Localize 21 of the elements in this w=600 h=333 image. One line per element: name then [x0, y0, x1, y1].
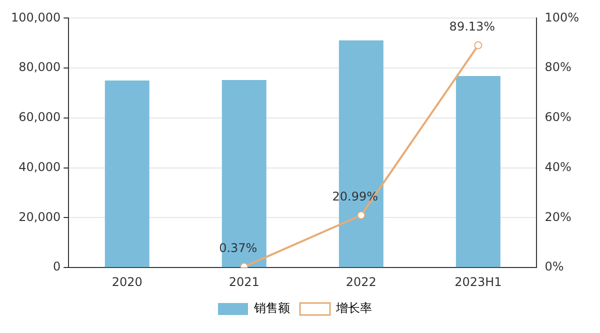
- point: [474, 41, 482, 50]
- point: [357, 211, 366, 220]
- y-tick-label: 0: [52, 260, 61, 274]
- x-tick-label: 2021: [228, 274, 260, 289]
- y2-tick-label: 20%: [544, 210, 572, 224]
- y2-tick-label: 80%: [544, 60, 572, 74]
- y-tick-label: 20,000: [18, 210, 61, 224]
- y2-tick-label: 40%: [544, 160, 572, 174]
- x-tick-label: 2022: [346, 274, 376, 289]
- data-label: 89.13%: [449, 19, 496, 34]
- y2-tick-label: 100%: [544, 10, 580, 24]
- y2-tick-label: 0%: [544, 260, 564, 274]
- x-tick-label: 2020: [112, 274, 142, 289]
- y-tick-label: 40,000: [18, 160, 61, 174]
- x-tick-label: 2023H1: [454, 274, 502, 289]
- y-tick-label: 100,000: [11, 10, 61, 24]
- y-tick-label: 80,000: [18, 60, 61, 74]
- legend-label: 增长率: [335, 301, 372, 316]
- legend-label: 销售额: [253, 301, 290, 316]
- y2-tick-label: 60%: [544, 110, 572, 124]
- y-tick-label: 60,000: [18, 110, 61, 124]
